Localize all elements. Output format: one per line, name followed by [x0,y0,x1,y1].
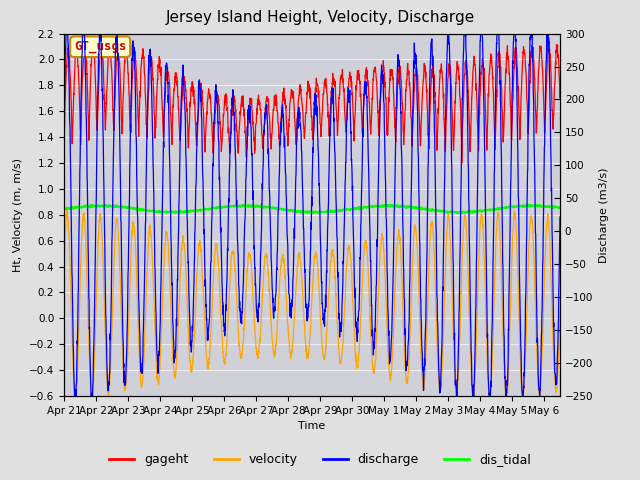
Text: Jersey Island Height, Velocity, Discharge: Jersey Island Height, Velocity, Discharg… [165,10,475,24]
dis_tidal [451,209,458,215]
discharge [289,297,296,302]
velocity [486,396,493,402]
discharge [519,407,527,412]
Text: GT_usgs: GT_usgs [74,40,127,53]
dis_tidal [556,204,564,210]
discharge [60,120,68,126]
Line: dis_tidal: dis_tidal [64,204,560,214]
gageht [289,92,296,97]
velocity [60,268,68,274]
gageht [106,37,113,43]
discharge [451,357,459,363]
Line: discharge: discharge [64,16,560,409]
gageht [458,160,465,166]
velocity [86,357,93,363]
discharge [556,214,564,220]
velocity [542,237,550,243]
Y-axis label: Ht, Velocity (m, m/s): Ht, Velocity (m, m/s) [13,158,24,272]
dis_tidal [542,204,550,209]
dis_tidal [288,208,296,214]
gageht [60,142,68,147]
velocity [301,338,309,344]
gageht [542,89,550,95]
velocity [556,308,564,314]
gageht [542,94,550,99]
velocity [542,230,550,236]
dis_tidal [458,211,465,216]
discharge [542,66,550,72]
gageht [86,119,93,125]
velocity [289,348,296,354]
gageht [451,106,459,111]
discharge [86,324,93,330]
velocity [451,368,459,374]
Y-axis label: Discharge (m3/s): Discharge (m3/s) [599,167,609,263]
Legend: gageht, velocity, discharge, dis_tidal: gageht, velocity, discharge, dis_tidal [104,448,536,471]
discharge [63,13,71,19]
gageht [301,113,309,119]
X-axis label: Time: Time [298,421,326,431]
dis_tidal [542,203,550,209]
discharge [542,61,550,67]
dis_tidal [523,201,531,207]
discharge [301,288,309,294]
gageht [556,85,564,91]
dis_tidal [301,209,309,215]
Line: gageht: gageht [64,40,560,163]
dis_tidal [86,204,93,209]
velocity [63,207,71,213]
Line: velocity: velocity [64,210,560,399]
dis_tidal [60,205,68,211]
